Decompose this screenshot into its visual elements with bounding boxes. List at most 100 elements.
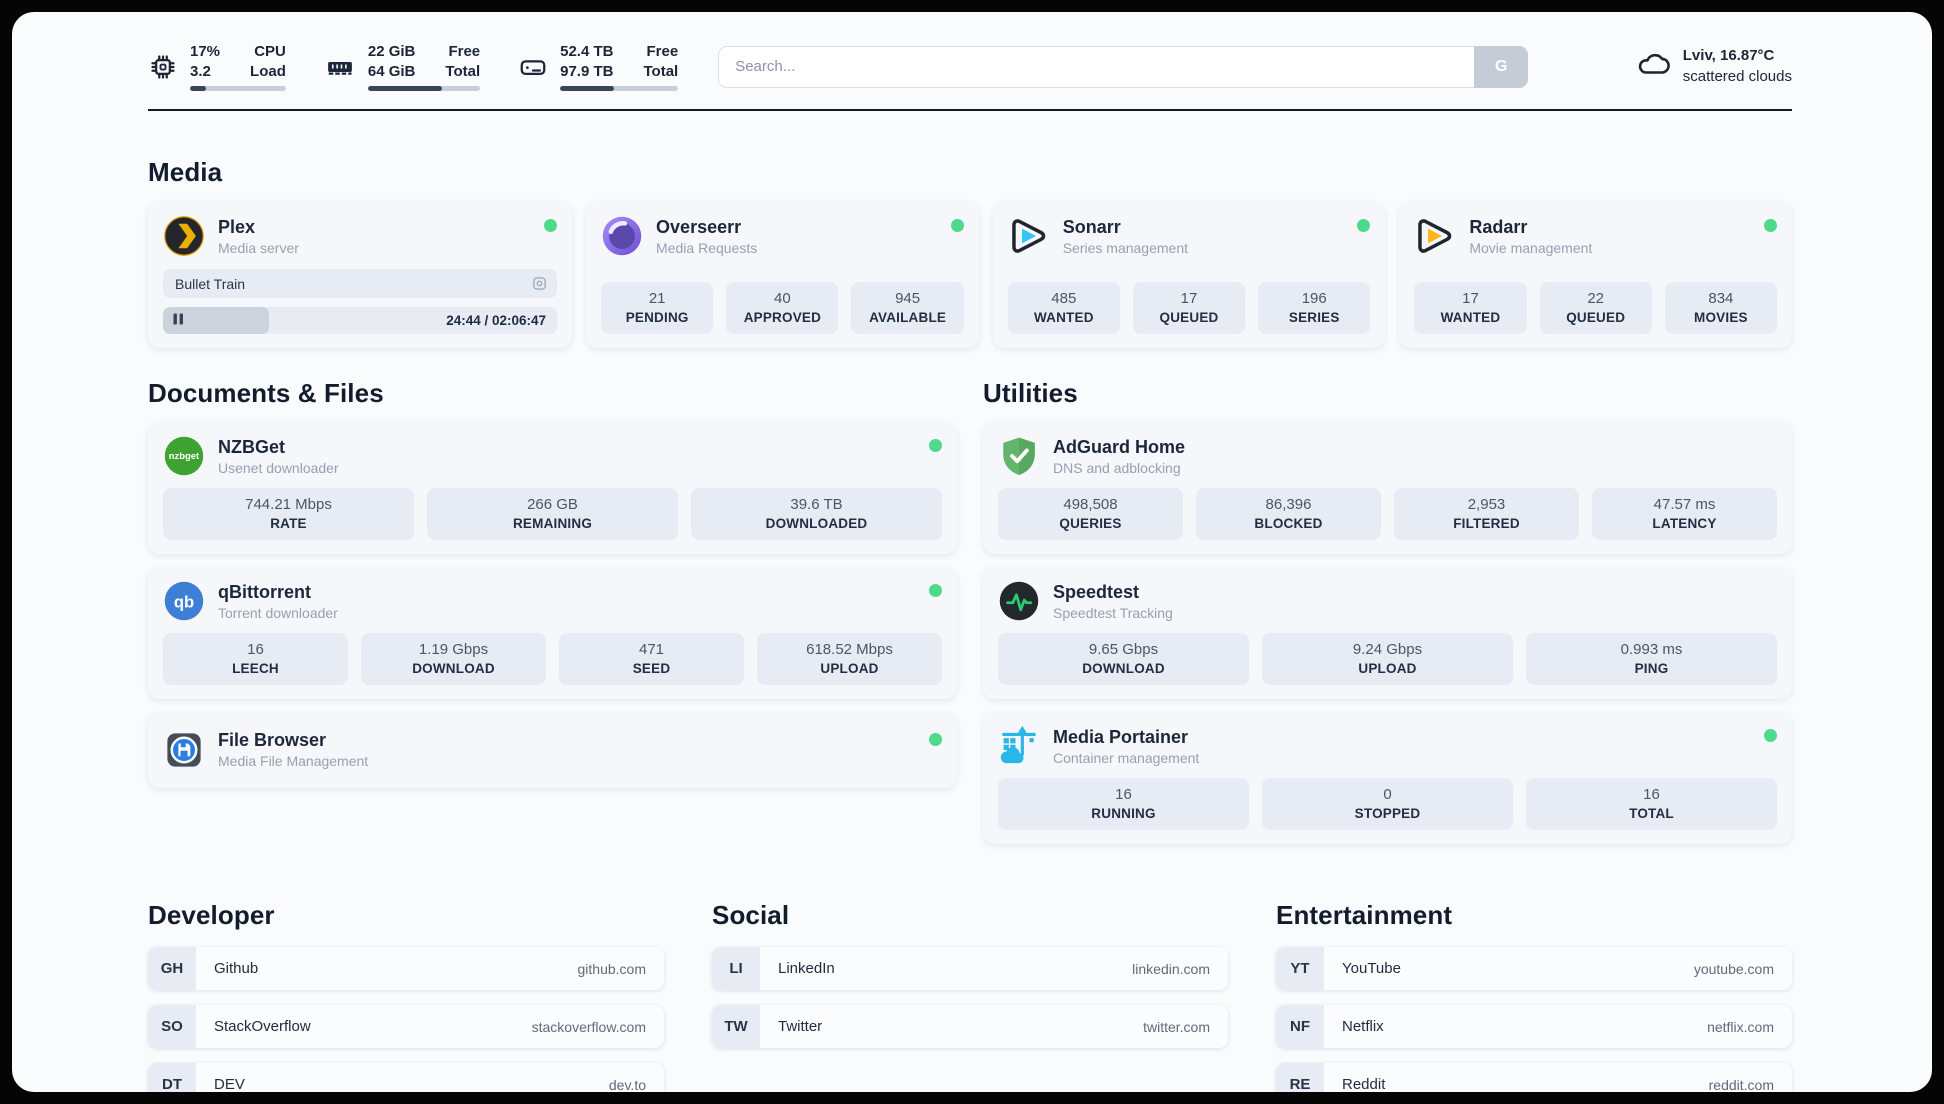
bookmark-stackoverflow[interactable]: SO StackOverflow stackoverflow.com bbox=[148, 1005, 664, 1048]
linkedin-abbrev: LI bbox=[712, 947, 760, 990]
bookmark-twitter[interactable]: TW Twitter twitter.com bbox=[712, 1005, 1228, 1048]
sonarr-card[interactable]: Sonarr Series management 485 WANTED 17 QUE… bbox=[992, 202, 1386, 348]
bookmark-url: dev.to bbox=[608, 1076, 646, 1093]
cpu-stat: 17% CPU 3.2 Load bbox=[148, 42, 286, 91]
bookmark-name: Github bbox=[214, 960, 259, 977]
stat-pill: 21 PENDING bbox=[601, 282, 714, 334]
dev-abbrev: DT bbox=[148, 1063, 196, 1092]
ram-total-label: Total bbox=[445, 62, 481, 80]
bookmark-name: Twitter bbox=[778, 1018, 823, 1035]
disk-free-label: Free bbox=[646, 43, 679, 60]
plex-now-playing-title: Bullet Train bbox=[175, 275, 246, 292]
bookmark-url: github.com bbox=[577, 960, 646, 977]
stat-pill: 9.24 Gbps UPLOAD bbox=[1262, 633, 1513, 685]
utilities-section: Utilities AdGuard Home bbox=[983, 378, 1792, 844]
media-section: Media Plex Media server Bullet Train bbox=[148, 157, 1792, 348]
bookmark-dev[interactable]: DT DEV dev.to bbox=[148, 1063, 664, 1092]
stat-pill: 9.65 Gbps DOWNLOAD bbox=[998, 633, 1249, 685]
nzbget-status-dot bbox=[929, 439, 942, 452]
stat-pill: 485 WANTED bbox=[1007, 282, 1120, 334]
nzbget-icon: nzbget bbox=[163, 435, 205, 477]
stat-pill: 0.993 ms PING bbox=[1526, 633, 1777, 685]
bookmark-url: linkedin.com bbox=[1132, 960, 1210, 977]
plex-now-playing-row: Bullet Train bbox=[163, 269, 558, 298]
disk-total-value: 97.9 TB bbox=[560, 62, 614, 80]
overseerr-name: Overseerr bbox=[656, 216, 742, 237]
ram-free-label: Free bbox=[448, 43, 481, 60]
qbittorrent-name: qBittorrent bbox=[218, 581, 311, 602]
bookmark-netflix[interactable]: NF Netflix netflix.com bbox=[1276, 1005, 1792, 1048]
qbittorrent-card[interactable]: qb qBittorrent Torrent downloader 16 LEEC… bbox=[148, 567, 957, 699]
cpu-load-label: Load bbox=[250, 62, 286, 80]
cloud-icon bbox=[1635, 47, 1671, 86]
qbittorrent-status-dot bbox=[929, 584, 942, 597]
sonarr-status-dot bbox=[1357, 219, 1371, 232]
youtube-abbrev: YT bbox=[1276, 947, 1324, 990]
filebrowser-name: File Browser bbox=[218, 730, 327, 750]
stat-pill: 196 SERIES bbox=[1258, 282, 1371, 334]
social-section: Social LI LinkedIn linkedin.com TW Twitt… bbox=[712, 900, 1228, 1092]
plex-card[interactable]: Plex Media server Bullet Train bbox=[148, 202, 573, 348]
plex-desc: Media server bbox=[218, 239, 299, 256]
twitter-abbrev: TW bbox=[712, 1005, 760, 1048]
overseerr-icon bbox=[601, 215, 643, 257]
entertainment-section: Entertainment YT YouTube youtube.com NF … bbox=[1276, 900, 1792, 1092]
bookmark-linkedin[interactable]: LI LinkedIn linkedin.com bbox=[712, 947, 1228, 990]
speedtest-name: Speedtest bbox=[1053, 581, 1140, 602]
search-engine-button[interactable]: G bbox=[1474, 45, 1529, 88]
bookmark-reddit[interactable]: RE Reddit reddit.com bbox=[1276, 1063, 1792, 1092]
stat-pill: 17 QUEUED bbox=[1132, 282, 1246, 334]
bookmark-name: LinkedIn bbox=[778, 960, 835, 977]
stat-pill: 16 RUNNING bbox=[998, 778, 1249, 830]
developer-section: Developer GH Github github.com SO StackO… bbox=[148, 900, 664, 1092]
nzbget-card[interactable]: nzbget NZBGet Usenet downloader 744.21 M… bbox=[148, 422, 957, 554]
disk-progress-bar bbox=[560, 86, 679, 91]
stat-pill: 945 AVAILABLE bbox=[851, 282, 964, 334]
stat-pill: 744.21 Mbps RATE bbox=[163, 488, 414, 540]
bookmark-youtube[interactable]: YT YouTube youtube.com bbox=[1276, 947, 1792, 990]
filebrowser-card[interactable]: File Browser Media File Management bbox=[148, 712, 957, 788]
nzbget-desc: Usenet downloader bbox=[218, 459, 339, 476]
portainer-desc: Container management bbox=[1053, 749, 1200, 766]
search-input[interactable] bbox=[718, 45, 1529, 88]
radarr-status-dot bbox=[1764, 219, 1777, 232]
svg-text:nzbget: nzbget bbox=[169, 451, 200, 462]
plex-name: Plex bbox=[218, 216, 256, 237]
speedtest-card[interactable]: Speedtest Speedtest Tracking 9.65 Gbps DO… bbox=[983, 567, 1792, 699]
stat-pill: 39.6 TB DOWNLOADED bbox=[691, 488, 942, 540]
ram-stat: 22 GiB Free 64 GiB Total bbox=[324, 42, 481, 91]
bookmark-name: StackOverflow bbox=[214, 1018, 311, 1035]
stat-pill: 0 STOPPED bbox=[1262, 778, 1513, 830]
overseerr-status-dot bbox=[950, 219, 964, 232]
social-section-title: Social bbox=[712, 900, 790, 930]
bookmark-name: Reddit bbox=[1342, 1076, 1386, 1092]
pause-icon bbox=[173, 312, 184, 330]
header-divider bbox=[148, 109, 1792, 111]
search-box: G bbox=[718, 45, 1529, 88]
documents-section-title: Documents & Files bbox=[148, 378, 384, 408]
bookmark-github[interactable]: GH Github github.com bbox=[148, 947, 664, 990]
radarr-card[interactable]: Radarr Movie management 17 WANTED 22 QUEUE… bbox=[1399, 202, 1792, 348]
sonarr-icon bbox=[1008, 215, 1050, 257]
documents-section: Documents & Files nzbget NZBGet Usenet d… bbox=[148, 378, 957, 844]
speedtest-icon bbox=[998, 580, 1040, 622]
stat-pill: 16 TOTAL bbox=[1526, 778, 1777, 830]
ram-progress-bar bbox=[367, 86, 481, 91]
disk-free-value: 52.4 TB bbox=[560, 43, 614, 60]
portainer-card[interactable]: Media Portainer Container management 16 R… bbox=[983, 712, 1792, 844]
ram-icon bbox=[324, 52, 356, 82]
overseerr-card[interactable]: Overseerr Media Requests 21 PENDING 40 APP… bbox=[586, 202, 979, 348]
netflix-abbrev: NF bbox=[1276, 1005, 1324, 1048]
utilities-section-title: Utilities bbox=[983, 378, 1078, 408]
adguard-card[interactable]: AdGuard Home DNS and adblocking 498,508 Q… bbox=[983, 422, 1792, 554]
dashboard-page: 17% CPU 3.2 Load bbox=[12, 12, 1932, 1092]
stat-pill: 22 QUEUED bbox=[1539, 282, 1652, 334]
stat-pill: 471 SEED bbox=[559, 633, 744, 685]
weather-location-temp: Lviv, 16.87°C bbox=[1682, 47, 1775, 65]
sonarr-desc: Series management bbox=[1062, 239, 1188, 256]
bookmark-name: Netflix bbox=[1342, 1018, 1384, 1035]
stat-pill: 17 WANTED bbox=[1414, 282, 1527, 334]
session-display-icon bbox=[531, 275, 548, 292]
svg-text:qb: qb bbox=[174, 592, 194, 611]
bookmark-name: YouTube bbox=[1342, 960, 1401, 977]
